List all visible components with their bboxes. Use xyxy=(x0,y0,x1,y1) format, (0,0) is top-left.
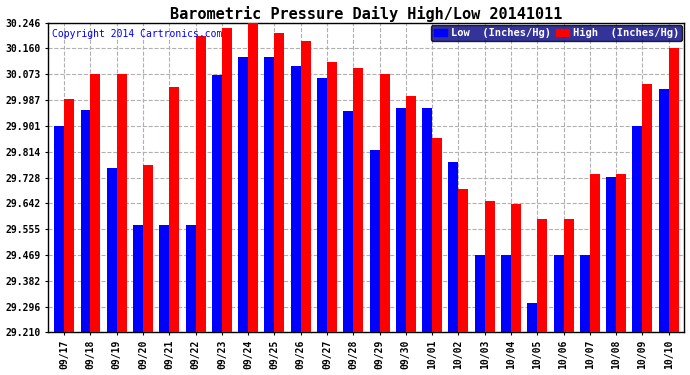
Bar xyxy=(659,89,669,332)
Bar xyxy=(669,48,679,332)
Bar xyxy=(117,74,127,332)
Bar xyxy=(633,126,642,332)
Bar xyxy=(353,68,364,332)
Bar xyxy=(133,225,143,332)
Bar xyxy=(642,84,652,332)
Bar xyxy=(511,204,521,332)
Bar xyxy=(196,36,206,332)
Bar xyxy=(422,108,432,332)
Bar xyxy=(317,78,327,332)
Bar xyxy=(238,57,248,332)
Bar xyxy=(275,33,284,332)
Bar xyxy=(107,168,117,332)
Bar xyxy=(290,66,301,332)
Bar xyxy=(484,201,495,332)
Bar xyxy=(248,18,258,332)
Bar xyxy=(448,162,458,332)
Bar xyxy=(380,74,390,332)
Bar xyxy=(538,219,547,332)
Bar xyxy=(432,138,442,332)
Bar xyxy=(564,219,573,332)
Bar xyxy=(344,111,353,332)
Bar xyxy=(370,150,380,332)
Bar xyxy=(81,110,90,332)
Text: Copyright 2014 Cartronics.com: Copyright 2014 Cartronics.com xyxy=(52,29,222,39)
Bar xyxy=(553,255,564,332)
Bar xyxy=(396,108,406,332)
Bar xyxy=(527,303,538,332)
Bar xyxy=(264,57,275,332)
Bar xyxy=(55,126,64,332)
Bar xyxy=(458,189,469,332)
Bar xyxy=(406,96,416,332)
Bar xyxy=(222,27,232,332)
Bar xyxy=(301,41,310,332)
Bar xyxy=(143,165,153,332)
Bar xyxy=(186,225,196,332)
Bar xyxy=(501,255,511,332)
Bar xyxy=(169,87,179,332)
Bar xyxy=(616,174,626,332)
Bar xyxy=(590,174,600,332)
Bar xyxy=(475,255,484,332)
Bar xyxy=(580,255,590,332)
Legend: Low  (Inches/Hg), High  (Inches/Hg): Low (Inches/Hg), High (Inches/Hg) xyxy=(431,25,682,41)
Title: Barometric Pressure Daily High/Low 20141011: Barometric Pressure Daily High/Low 20141… xyxy=(170,6,562,21)
Bar xyxy=(159,225,169,332)
Bar xyxy=(327,62,337,332)
Bar xyxy=(64,99,75,332)
Bar xyxy=(90,74,101,332)
Bar xyxy=(606,177,616,332)
Bar xyxy=(212,75,222,332)
